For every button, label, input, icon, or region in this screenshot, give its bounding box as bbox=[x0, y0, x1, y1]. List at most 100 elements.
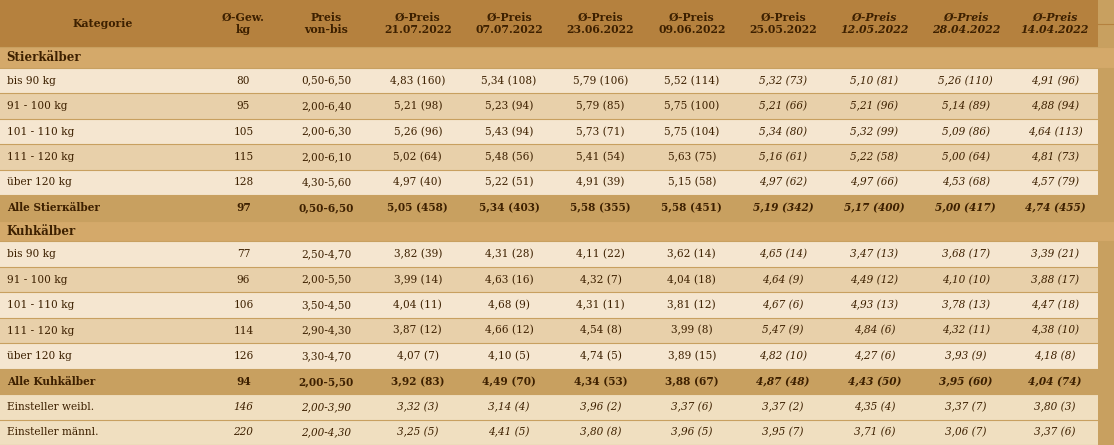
Text: 3,80 (3): 3,80 (3) bbox=[1034, 402, 1076, 412]
Bar bbox=[372, 343, 463, 369]
Bar bbox=[829, 343, 920, 369]
Text: 5,26 (110): 5,26 (110) bbox=[938, 76, 994, 86]
Text: Einsteller weibl.: Einsteller weibl. bbox=[7, 402, 94, 412]
Text: 4,31 (11): 4,31 (11) bbox=[576, 300, 625, 310]
Bar bbox=[555, 318, 646, 343]
Bar bbox=[372, 369, 463, 394]
Bar bbox=[1012, 420, 1098, 445]
Bar bbox=[737, 292, 829, 318]
Bar bbox=[281, 242, 372, 267]
Bar bbox=[206, 394, 281, 420]
Text: 3,37 (2): 3,37 (2) bbox=[762, 402, 804, 412]
Text: 4,32 (7): 4,32 (7) bbox=[579, 275, 622, 285]
Text: 5,58 (451): 5,58 (451) bbox=[662, 202, 722, 213]
Bar bbox=[1012, 343, 1098, 369]
Bar bbox=[206, 242, 281, 267]
Text: bis 90 kg: bis 90 kg bbox=[7, 76, 56, 86]
Bar bbox=[0, 0, 206, 47]
Text: 5,63 (75): 5,63 (75) bbox=[667, 152, 716, 162]
Bar bbox=[646, 420, 737, 445]
Text: 3,78 (13): 3,78 (13) bbox=[941, 300, 990, 310]
Text: 5,10 (81): 5,10 (81) bbox=[850, 76, 899, 86]
Bar bbox=[555, 68, 646, 93]
Text: 4,41 (5): 4,41 (5) bbox=[488, 427, 530, 437]
Bar bbox=[555, 369, 646, 394]
Bar bbox=[829, 93, 920, 119]
Bar bbox=[0, 68, 206, 93]
Bar bbox=[646, 394, 737, 420]
Text: 3,30-4,70: 3,30-4,70 bbox=[301, 351, 352, 361]
Text: 4,81 (73): 4,81 (73) bbox=[1030, 152, 1079, 162]
Bar bbox=[281, 292, 372, 318]
Bar bbox=[463, 0, 555, 47]
Bar bbox=[0, 47, 1114, 68]
Bar bbox=[829, 119, 920, 144]
Bar bbox=[737, 242, 829, 267]
Bar bbox=[0, 221, 1114, 242]
Bar bbox=[737, 420, 829, 445]
Bar bbox=[920, 119, 1012, 144]
Bar bbox=[206, 195, 281, 221]
Bar bbox=[281, 343, 372, 369]
Bar bbox=[737, 343, 829, 369]
Bar bbox=[281, 68, 372, 93]
Bar bbox=[646, 318, 737, 343]
Bar bbox=[206, 93, 281, 119]
Text: 3,39 (21): 3,39 (21) bbox=[1030, 249, 1079, 259]
Text: 3,96 (5): 3,96 (5) bbox=[671, 427, 713, 437]
Text: 5,34 (108): 5,34 (108) bbox=[481, 76, 537, 86]
Bar bbox=[281, 267, 372, 292]
Text: 5,17 (400): 5,17 (400) bbox=[844, 202, 905, 213]
Bar bbox=[372, 267, 463, 292]
Bar bbox=[829, 318, 920, 343]
Text: 3,14 (4): 3,14 (4) bbox=[488, 402, 530, 412]
Bar bbox=[0, 144, 206, 170]
Text: 5,09 (86): 5,09 (86) bbox=[941, 126, 990, 137]
Bar bbox=[555, 170, 646, 195]
Text: 3,88 (67): 3,88 (67) bbox=[665, 376, 719, 387]
Bar bbox=[1012, 292, 1098, 318]
Bar bbox=[463, 170, 555, 195]
Text: Kategorie: Kategorie bbox=[72, 18, 134, 29]
Bar bbox=[829, 242, 920, 267]
Text: 3,50-4,50: 3,50-4,50 bbox=[302, 300, 351, 310]
Bar bbox=[555, 292, 646, 318]
Text: 4,74 (455): 4,74 (455) bbox=[1025, 202, 1085, 213]
Text: 2,00-6,40: 2,00-6,40 bbox=[301, 101, 352, 111]
Text: 4,18 (8): 4,18 (8) bbox=[1034, 351, 1076, 361]
Bar bbox=[829, 195, 920, 221]
Bar bbox=[1012, 267, 1098, 292]
Bar bbox=[737, 68, 829, 93]
Text: 4,04 (74): 4,04 (74) bbox=[1028, 376, 1082, 387]
Bar bbox=[372, 318, 463, 343]
Text: 5,02 (64): 5,02 (64) bbox=[393, 152, 442, 162]
Text: 91 - 100 kg: 91 - 100 kg bbox=[7, 275, 67, 285]
Text: 5,23 (94): 5,23 (94) bbox=[485, 101, 534, 111]
Text: 91 - 100 kg: 91 - 100 kg bbox=[7, 101, 67, 111]
Bar bbox=[0, 119, 206, 144]
Bar bbox=[555, 343, 646, 369]
Text: 3,32 (3): 3,32 (3) bbox=[397, 402, 439, 412]
Bar bbox=[206, 369, 281, 394]
Text: 0,50-6,50: 0,50-6,50 bbox=[301, 76, 352, 86]
Text: 4,04 (18): 4,04 (18) bbox=[667, 275, 716, 285]
Bar bbox=[463, 394, 555, 420]
Text: 3,99 (14): 3,99 (14) bbox=[393, 275, 442, 285]
Text: Ø-Preis
07.07.2022: Ø-Preis 07.07.2022 bbox=[476, 12, 543, 36]
Text: über 120 kg: über 120 kg bbox=[7, 351, 71, 361]
Bar bbox=[0, 267, 206, 292]
Text: Ø-Preis
12.05.2022: Ø-Preis 12.05.2022 bbox=[840, 12, 909, 36]
Text: 4,30-5,60: 4,30-5,60 bbox=[301, 178, 352, 187]
Bar bbox=[555, 267, 646, 292]
Text: 3,25 (5): 3,25 (5) bbox=[397, 427, 439, 437]
Text: 5,73 (71): 5,73 (71) bbox=[576, 126, 625, 137]
Text: 4,47 (18): 4,47 (18) bbox=[1030, 300, 1079, 310]
Bar bbox=[829, 0, 920, 47]
Text: Ø-Preis
28.04.2022: Ø-Preis 28.04.2022 bbox=[931, 12, 1000, 36]
Text: 5,19 (342): 5,19 (342) bbox=[753, 202, 813, 213]
Bar bbox=[281, 144, 372, 170]
Bar bbox=[920, 93, 1012, 119]
Bar bbox=[463, 267, 555, 292]
Bar bbox=[829, 420, 920, 445]
Bar bbox=[372, 195, 463, 221]
